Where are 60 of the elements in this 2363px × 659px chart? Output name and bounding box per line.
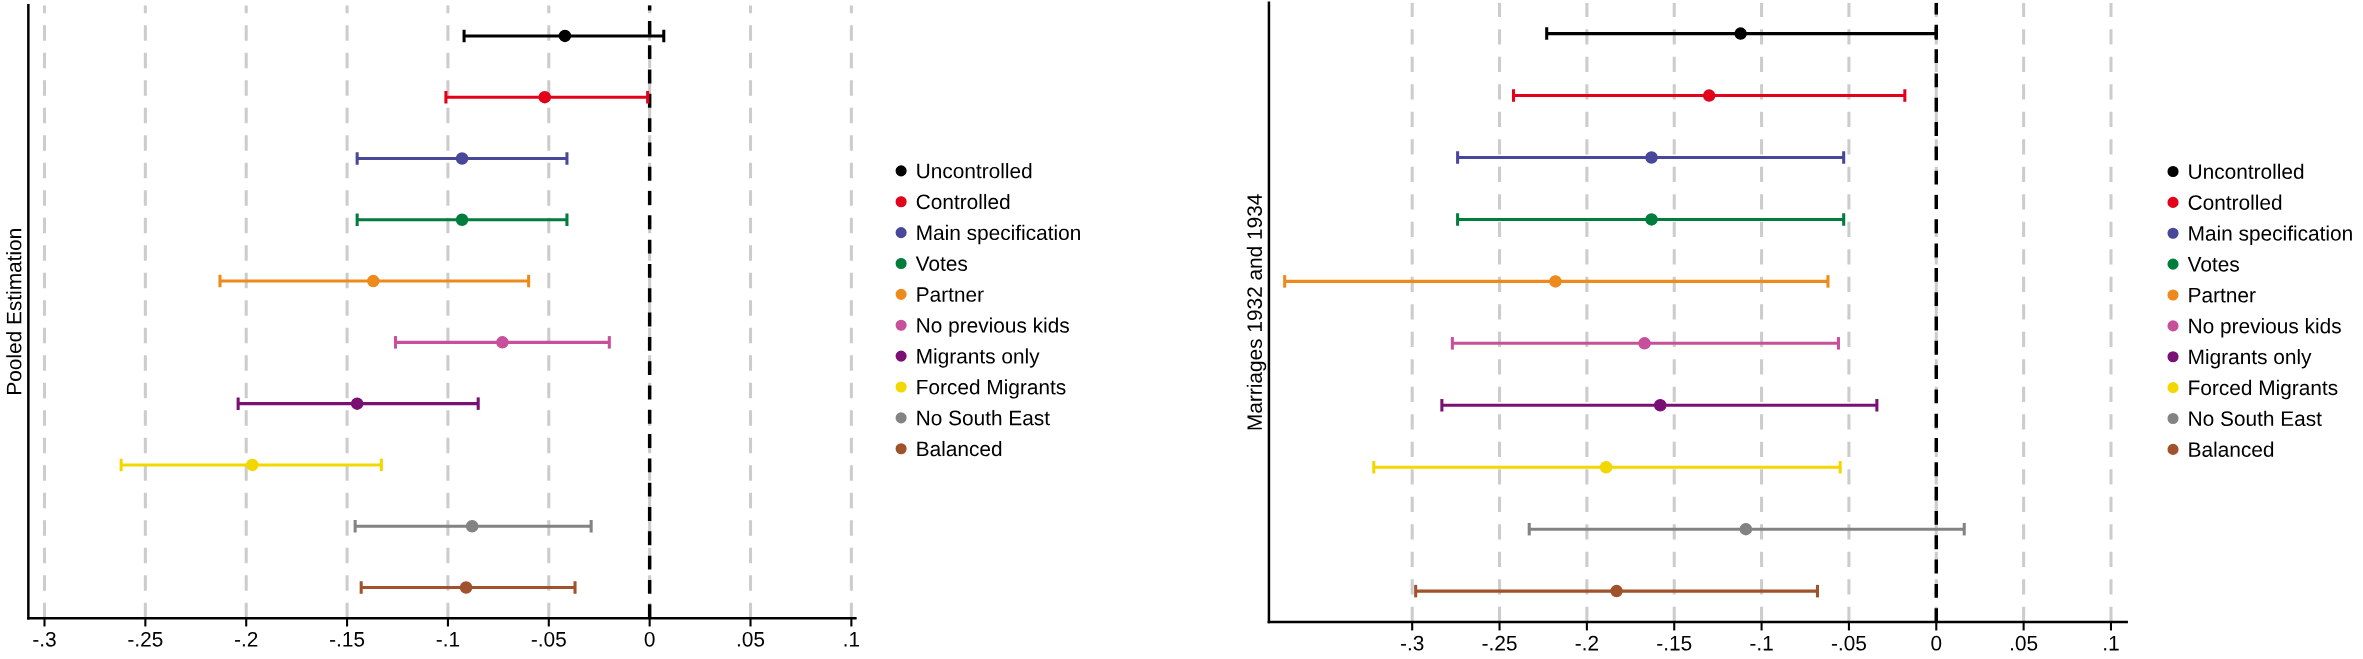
- point: [1599, 460, 1613, 474]
- point: [1549, 275, 1562, 288]
- x-tick-label: -.15: [330, 632, 365, 647]
- point: [1645, 151, 1658, 164]
- legend-label: No South East: [917, 410, 1050, 426]
- legend-label: Controlled: [916, 193, 1010, 210]
- x-tick-label: -.25: [128, 631, 163, 647]
- x-tick-label: -.1: [1750, 636, 1773, 651]
- point: [538, 90, 552, 104]
- point: [455, 213, 469, 227]
- legend-label: No previous kids: [2189, 318, 2341, 338]
- point: [246, 458, 259, 472]
- point: [1645, 213, 1658, 226]
- legend-label: Forced Migrants: [2189, 379, 2338, 400]
- point: [1734, 27, 1747, 40]
- legend-label: Votes: [915, 256, 968, 271]
- legend-label: Main specification: [2189, 225, 2352, 245]
- x-tick-label: -.05: [1831, 635, 1867, 651]
- x-tick-label: .1: [844, 632, 860, 647]
- point: [558, 29, 572, 43]
- x-tick-label: -.15: [1657, 636, 1692, 651]
- legend-label: Controlled: [2188, 194, 2282, 210]
- y-axis-title: Marriages 1932 and 1934: [1246, 194, 1267, 430]
- legend-label: Uncontrolled: [2189, 163, 2304, 179]
- legend-label: Votes: [2187, 257, 2239, 272]
- point: [455, 152, 469, 165]
- x-tick-label: -.3: [33, 631, 56, 647]
- x-tick-label: -.05: [531, 631, 566, 647]
- point: [350, 397, 364, 410]
- point: [1702, 89, 1716, 102]
- point: [465, 519, 479, 533]
- legend-label: Forced Migrants: [917, 379, 1066, 399]
- legend-label: Partner: [2189, 287, 2256, 303]
- x-tick-label: .05: [2011, 635, 2038, 651]
- legend-label: Main specification: [917, 224, 1080, 245]
- legend-label: Migrants only: [2189, 348, 2312, 369]
- point: [1739, 522, 1753, 536]
- legend-label: Uncontrolled: [917, 163, 1032, 179]
- x-tick-label: -.25: [1482, 635, 1517, 651]
- point: [496, 336, 509, 349]
- x-tick-label: .05: [737, 631, 765, 647]
- x-tick-label: 0: [1931, 635, 1942, 651]
- legend-label: Balanced: [2189, 441, 2274, 457]
- x-tick-label: -.2: [1575, 635, 1598, 651]
- legend-label: No South East: [2189, 410, 2322, 427]
- x-tick-label: -.3: [1400, 635, 1424, 651]
- legend-label: No previous kids: [917, 317, 1069, 337]
- x-tick-label: -.2: [234, 631, 258, 647]
- point: [459, 581, 473, 594]
- point: [1610, 584, 1623, 598]
- point: [1653, 399, 1667, 412]
- point: [1638, 337, 1651, 350]
- legend-label: Partner: [917, 287, 984, 302]
- x-tick-label: 0: [644, 631, 655, 647]
- point: [367, 274, 380, 288]
- legend-label: Migrants only: [917, 348, 1040, 368]
- y-axis-title: Pooled Estimation: [6, 229, 22, 394]
- legend-label: Balanced: [917, 440, 1002, 457]
- x-tick-label: -.1: [436, 632, 460, 647]
- x-tick-label: .1: [2104, 636, 2119, 651]
